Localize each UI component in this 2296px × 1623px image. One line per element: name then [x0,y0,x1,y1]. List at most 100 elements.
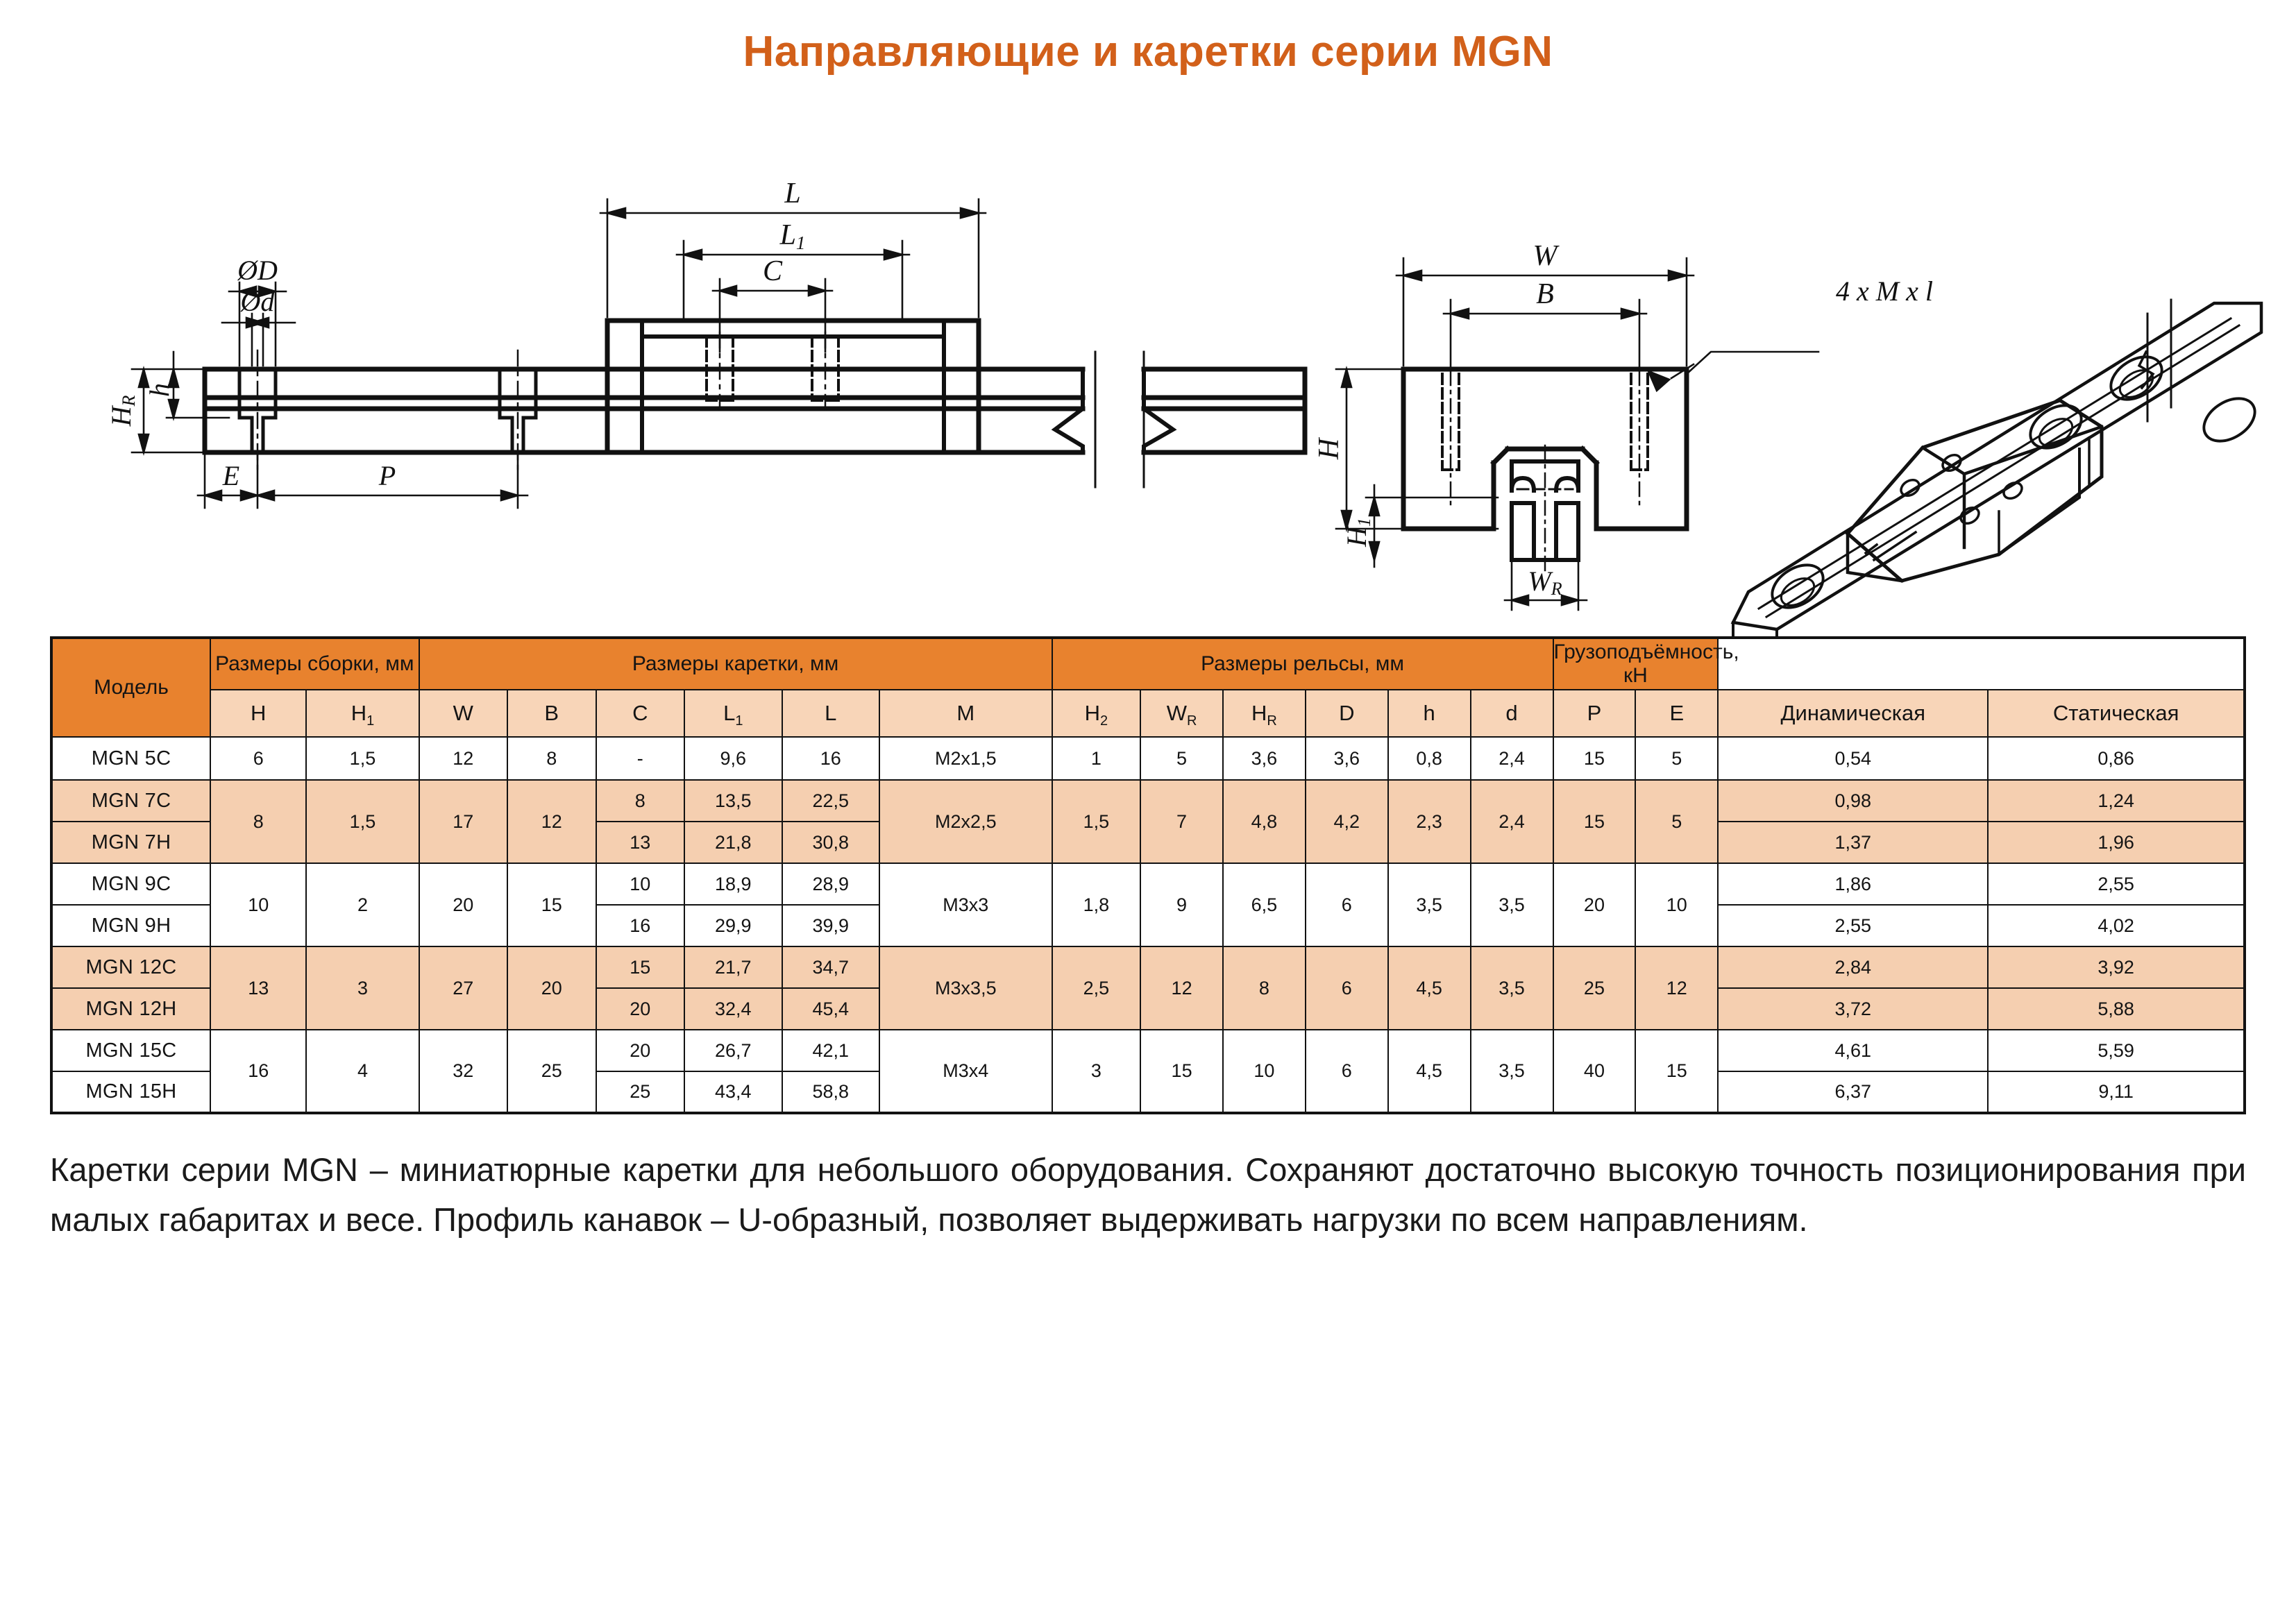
cell-model: MGN 15H [50,1071,212,1114]
technical-drawings: ØD Ød HR h E P L L1 C W B 4 x M x l H H1… [0,74,2296,637]
cell-d: 3,5 [1469,946,1554,1031]
cell-HR: 4,8 [1222,779,1306,865]
cell-model: MGN 12C [50,946,212,989]
cell-L1: 9,6 [684,736,783,781]
cell-C: 15 [595,946,686,989]
cell-L: 34,7 [781,946,881,989]
cell-h: 3,5 [1387,863,1471,948]
table-row: MGN 9H 16 29,9 39,9 2,55 4,02 [50,904,2245,948]
cell-D: 6 [1304,946,1389,1031]
cell-L: 42,1 [781,1029,881,1073]
column-static: Статическая [1987,689,2245,738]
column-D: D [1304,689,1389,738]
column-B: B [507,689,597,738]
label-thread-note: 4 x M x l [1836,275,1933,307]
table-row: MGN 9C 10 2 20 15 10 18,9 28,9 M3x3 1,8 … [50,863,2245,948]
label-hole-depth: h [144,383,175,397]
cell-M: M3x3 [879,863,1053,948]
cell-HR: 10 [1222,1029,1306,1114]
table-row: MGN 12H 20 32,4 45,4 3,72 5,88 [50,987,2245,1031]
label-inner-diameter: Ød [240,286,276,317]
column-H2: H2 [1051,689,1142,738]
cell-model: MGN 7H [50,821,212,865]
cell-dynamic: 1,37 [1717,821,1989,865]
label-outer-diameter: ØD [237,255,278,286]
column-C: C [595,689,686,738]
cell-static: 1,96 [1987,821,2245,865]
cell-M: M3x3,5 [879,946,1053,1031]
cell-H: 8 [210,779,307,865]
cell-dynamic: 6,37 [1717,1071,1989,1114]
cell-B: 20 [507,946,597,1031]
description-paragraph: Каретки серии MGN – миниатюрные каретки … [50,1151,2246,1238]
cell-HR: 6,5 [1222,863,1306,948]
cell-dynamic: 1,86 [1717,863,1989,906]
cell-dynamic: 0,98 [1717,779,1989,823]
isometric-view [1730,298,2263,637]
cell-dynamic: 2,55 [1717,904,1989,948]
cell-HR: 8 [1222,946,1306,1031]
column-H1: H1 [305,689,420,738]
cell-C: 13 [595,821,686,865]
cell-B: 25 [507,1029,597,1114]
column-E: E [1635,689,1719,738]
cell-P: 15 [1552,736,1637,781]
cell-L1: 18,9 [684,863,783,906]
side-view-rail [202,318,1308,488]
cell-L: 45,4 [781,987,881,1031]
cell-static: 4,02 [1987,904,2245,948]
cell-W: 20 [418,863,509,948]
cell-L: 22,5 [781,779,881,823]
column-group-assembly: Размеры сборки, мм [210,637,420,691]
cell-H1: 4 [305,1029,420,1114]
cell-L1: 21,7 [684,946,783,989]
cell-dynamic: 3,72 [1717,987,1989,1031]
label-pitch: P [378,460,396,491]
label-height: H [1313,436,1345,460]
cell-model: MGN 5C [50,736,212,781]
cell-C: 20 [595,1029,686,1073]
cell-L1: 21,8 [684,821,783,865]
cell-d: 2,4 [1469,736,1554,781]
cell-model: MGN 7C [50,779,212,823]
cell-L1: 43,4 [684,1071,783,1114]
cell-d: 3,5 [1469,863,1554,948]
cell-H1: 3 [305,946,420,1031]
column-group-carriage: Размеры каретки, мм [418,637,1053,691]
cell-P: 25 [1552,946,1637,1031]
cell-WR: 15 [1140,1029,1224,1114]
cell-B: 8 [507,736,597,781]
table-row: MGN 5C 6 1,5 12 8 - 9,6 16 M2x1,5 1 5 3,… [50,736,2245,781]
column-dynamic: Динамическая [1717,689,1989,738]
cell-H1: 1,5 [305,736,420,781]
cell-M: M3x4 [879,1029,1053,1114]
column-group-load: Грузоподъёмность, кН [1552,637,1739,691]
specifications-table: Модель Размеры сборки, мм Размеры каретк… [50,636,2246,1115]
cell-E: 5 [1635,736,1719,781]
column-L1: L1 [684,689,783,738]
label-hole-spacing: C [763,255,783,287]
cell-B: 15 [507,863,597,948]
cell-H: 13 [210,946,307,1031]
column-W: W [418,689,509,738]
cell-H1: 2 [305,863,420,948]
cell-dynamic: 0,54 [1717,736,1989,781]
cell-E: 12 [1635,946,1719,1031]
column-group-model: Модель [50,637,212,738]
cell-P: 15 [1552,779,1637,865]
cell-H2: 1 [1051,736,1142,781]
table-group-header-row: Модель Размеры сборки, мм Размеры каретк… [50,637,2245,738]
label-rail-width: WR [1528,566,1562,599]
cell-H: 10 [210,863,307,948]
cell-H: 6 [210,736,307,781]
cell-D: 6 [1304,863,1389,948]
cell-L: 39,9 [781,904,881,948]
cell-H2: 3 [1051,1029,1142,1114]
cell-C: 16 [595,904,686,948]
cell-W: 12 [418,736,509,781]
cell-WR: 5 [1140,736,1224,781]
cell-M: M2x1,5 [879,736,1053,781]
cell-H2: 2,5 [1051,946,1142,1031]
column-h: h [1387,689,1471,738]
cell-d: 3,5 [1469,1029,1554,1114]
